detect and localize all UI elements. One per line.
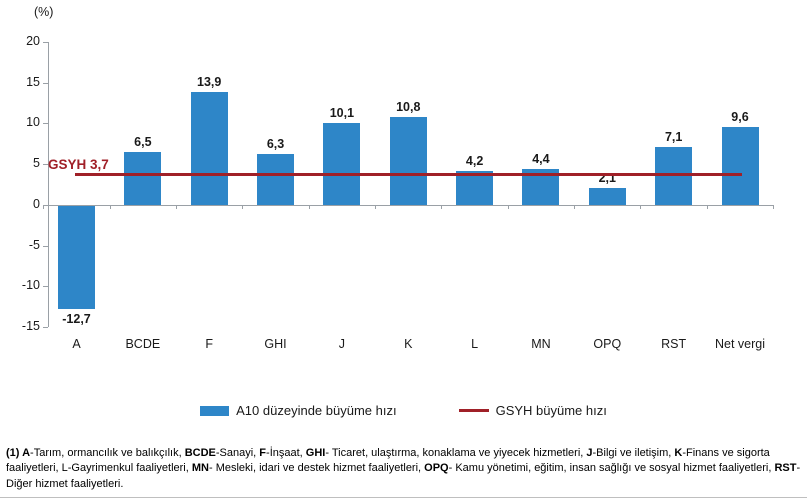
bar-value-label: 10,8: [396, 99, 421, 114]
bar-value-label: -12,7: [62, 312, 91, 327]
y-tick-mark: [43, 164, 48, 166]
x-tick-mark: [308, 204, 310, 209]
bar: [124, 151, 162, 205]
y-tick-label: 5: [33, 156, 40, 171]
bar: [190, 91, 228, 205]
footnote-segment: -İnşaat,: [266, 447, 306, 459]
footnote-segment: -Finans ve sigorta faaliyetleri, L-Gayri…: [6, 447, 770, 475]
legend-item-line: GSYH büyüme hızı: [458, 403, 607, 418]
x-tick-mark: [441, 204, 443, 209]
x-category-label: BCDE: [125, 337, 161, 351]
y-tick-label: 20: [26, 34, 40, 48]
reference-line: [75, 173, 742, 177]
x-category-label: GHI: [264, 337, 287, 351]
chart-legend: A10 düzeyinde büyüme hızı GSYH büyüme hı…: [0, 403, 807, 418]
bar: [721, 126, 759, 205]
y-tick-label: -10: [21, 278, 40, 293]
x-category-label: K: [404, 337, 413, 351]
footnote-segment: BCDE: [184, 447, 216, 459]
x-category-label: MN: [531, 337, 551, 351]
bar-value-label: 4,2: [465, 153, 484, 168]
y-tick-label: 15: [26, 74, 40, 89]
line-series-swatch: [458, 409, 489, 412]
x-category-label: OPQ: [593, 337, 622, 351]
bar: [456, 170, 494, 205]
bar: [588, 187, 626, 205]
x-tick-mark: [574, 204, 576, 209]
footnote-segment: RST: [774, 462, 797, 475]
legend-label-bars: A10 düzeyinde büyüme hızı: [236, 403, 397, 418]
x-category-label: L: [471, 337, 479, 351]
footnote-segment: - Kamu yönetimi, eğitim, insan sağlığı v…: [448, 462, 775, 475]
footnote-segment: J: [586, 447, 593, 459]
y-axis-line: [48, 42, 49, 327]
x-tick-mark: [375, 204, 377, 209]
legend-item-bars: A10 düzeyinde büyüme hızı: [200, 403, 397, 418]
footnote-segment: -Sanayi,: [215, 447, 260, 459]
footnote-segment: -Tarım, ormancılık ve balıkçılık,: [30, 447, 185, 459]
bar: [58, 205, 95, 310]
footnote: (1) A-Tarım, ormancılık ve balıkçılık, B…: [6, 446, 803, 492]
footnote-segment: - Diğer hizmet faaliyetleri.: [6, 462, 801, 490]
bar-value-label: 6,3: [266, 136, 285, 151]
footnote-segment: -Bilgi ve iletişim,: [592, 447, 675, 459]
bar-value-label: 4,4: [532, 152, 550, 167]
x-category-label: J: [338, 337, 346, 351]
x-tick-mark: [242, 204, 244, 209]
footnote-segment: MN: [191, 462, 209, 475]
reference-line-label: GSYH 3,7: [48, 156, 109, 172]
y-tick-mark: [43, 42, 48, 43]
bar-value-label: 9,6: [731, 109, 749, 124]
y-tick-mark: [43, 245, 48, 247]
x-category-label: Net vergi: [714, 337, 766, 351]
footnote-segment: - Mesleki, idari ve destek hizmet faaliy…: [208, 462, 425, 475]
footnote-segment: F: [259, 447, 267, 459]
x-tick-mark: [176, 204, 178, 209]
bar-value-label: 6,5: [134, 134, 152, 149]
bar: [323, 122, 361, 205]
y-tick-label: -5: [28, 237, 40, 252]
x-tick-mark: [507, 204, 509, 209]
x-category-label: F: [205, 337, 213, 351]
footnote-segment: GHI: [305, 447, 326, 459]
bar-series-swatch: [200, 405, 230, 416]
y-tick-mark: [43, 82, 48, 84]
footnote-segment: OPQ: [424, 462, 449, 475]
y-tick-label: -15: [21, 319, 40, 333]
y-axis-unit-label: (%): [34, 5, 54, 19]
y-tick-label: 10: [26, 115, 40, 130]
x-tick-mark: [773, 204, 775, 209]
bar-value-label: 10,1: [329, 105, 355, 120]
bar-value-label: 13,9: [197, 74, 222, 89]
y-tick-mark: [43, 286, 48, 288]
footnote-segment: - Ticaret, ulaştırma, konaklama ve yiyec…: [325, 447, 587, 459]
y-tick-mark: [43, 123, 48, 125]
x-tick-mark: [640, 204, 642, 209]
footnote-segment: K: [674, 447, 683, 459]
legend-label-line: GSYH büyüme hızı: [495, 403, 607, 418]
footnote-segment: (1) A: [6, 447, 31, 459]
bar-value-label: 7,1: [664, 130, 683, 145]
x-axis-line: [48, 204, 774, 206]
bar: [389, 116, 427, 205]
x-tick-mark: [109, 204, 111, 209]
x-category-label: RST: [661, 337, 687, 351]
x-tick-mark: [43, 204, 45, 209]
x-tick-mark: [706, 204, 708, 209]
bar-chart: (%) 20 15 10 5 0 -5 -10 -15 -12,7 A 6,5 BCDE 13,9 F 6,…: [21, 5, 775, 351]
y-tick-label: 0: [33, 196, 40, 211]
y-tick-mark: [43, 327, 48, 328]
x-category-label: A: [72, 337, 81, 351]
y-tick-mark: [43, 204, 48, 206]
bar: [257, 153, 295, 205]
